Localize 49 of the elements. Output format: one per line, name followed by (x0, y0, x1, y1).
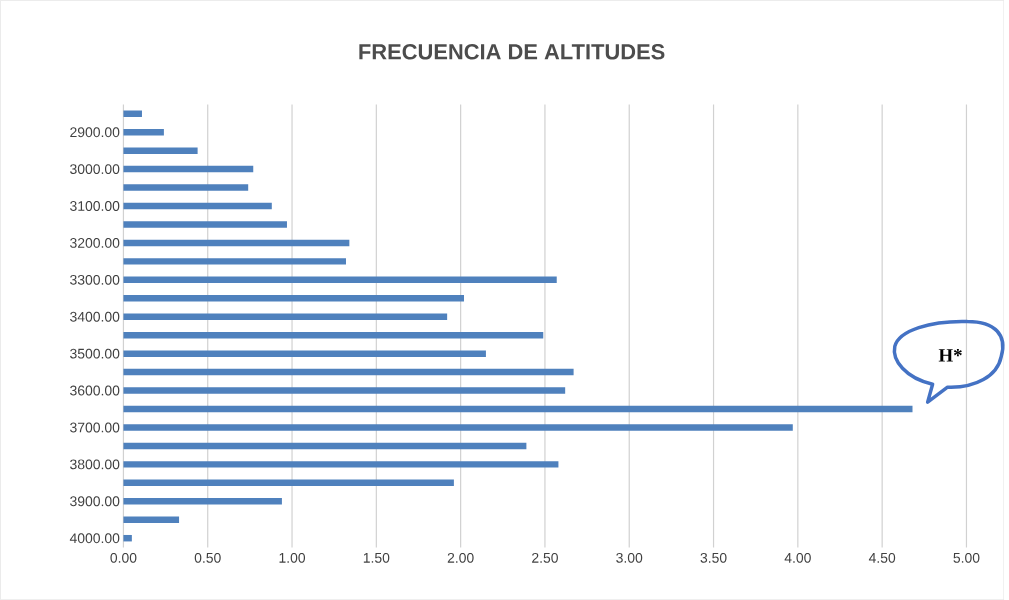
y-tick-label: 3400.00 (70, 311, 120, 322)
y-tick-label: 3800.00 (70, 459, 120, 470)
x-tick-label: 4.00 (784, 552, 811, 563)
y-tick-label: 3900.00 (70, 496, 120, 507)
y-tick-label: 3300.00 (70, 274, 120, 285)
x-tick-label: 3.00 (616, 552, 643, 563)
chart-title: FRECUENCIA DE ALTITUDES (359, 43, 665, 60)
bar (123, 184, 249, 191)
bar (123, 202, 272, 210)
bar (123, 110, 142, 117)
y-tick-label: 3600.00 (70, 385, 120, 396)
bar (123, 221, 287, 228)
y-tick-label: 4000.00 (69, 533, 120, 544)
bar (123, 147, 198, 154)
bar (123, 276, 557, 283)
x-tick-label: 1.50 (363, 552, 390, 563)
bar (123, 497, 282, 505)
bar (123, 461, 559, 468)
bar (123, 405, 913, 413)
bar (123, 331, 544, 339)
y-tick-label: 3700.00 (70, 422, 120, 433)
bar (123, 516, 180, 523)
x-tick-label: 5.00 (953, 552, 980, 563)
bar (123, 350, 486, 357)
bar (123, 368, 574, 376)
bar (123, 313, 448, 320)
y-tick-label: 3200.00 (70, 237, 120, 248)
x-tick-label: 2.00 (447, 552, 474, 563)
x-tick-label: 4.50 (868, 552, 896, 563)
bar (123, 479, 454, 486)
bar (123, 442, 527, 450)
annotation: H* (938, 349, 962, 362)
bar (123, 258, 346, 265)
bar (123, 239, 350, 247)
bar (123, 424, 793, 431)
x-tick-label: 2.50 (532, 552, 558, 563)
bar (123, 534, 132, 542)
x-tick-label: 0.50 (194, 552, 221, 563)
x-tick-label: 1.00 (279, 552, 306, 563)
bar (123, 128, 164, 136)
y-tick-label: 3500.00 (70, 348, 120, 359)
y-tick-label: 3000.00 (70, 164, 120, 174)
y-tick-label: 3100.00 (70, 200, 120, 211)
y-tick-label: 2900.00 (70, 127, 120, 138)
x-tick-label: 0.00 (110, 552, 137, 563)
bar (123, 294, 465, 302)
x-tick-label: 3.50 (700, 552, 727, 563)
bar (123, 387, 566, 394)
bar (123, 165, 254, 173)
